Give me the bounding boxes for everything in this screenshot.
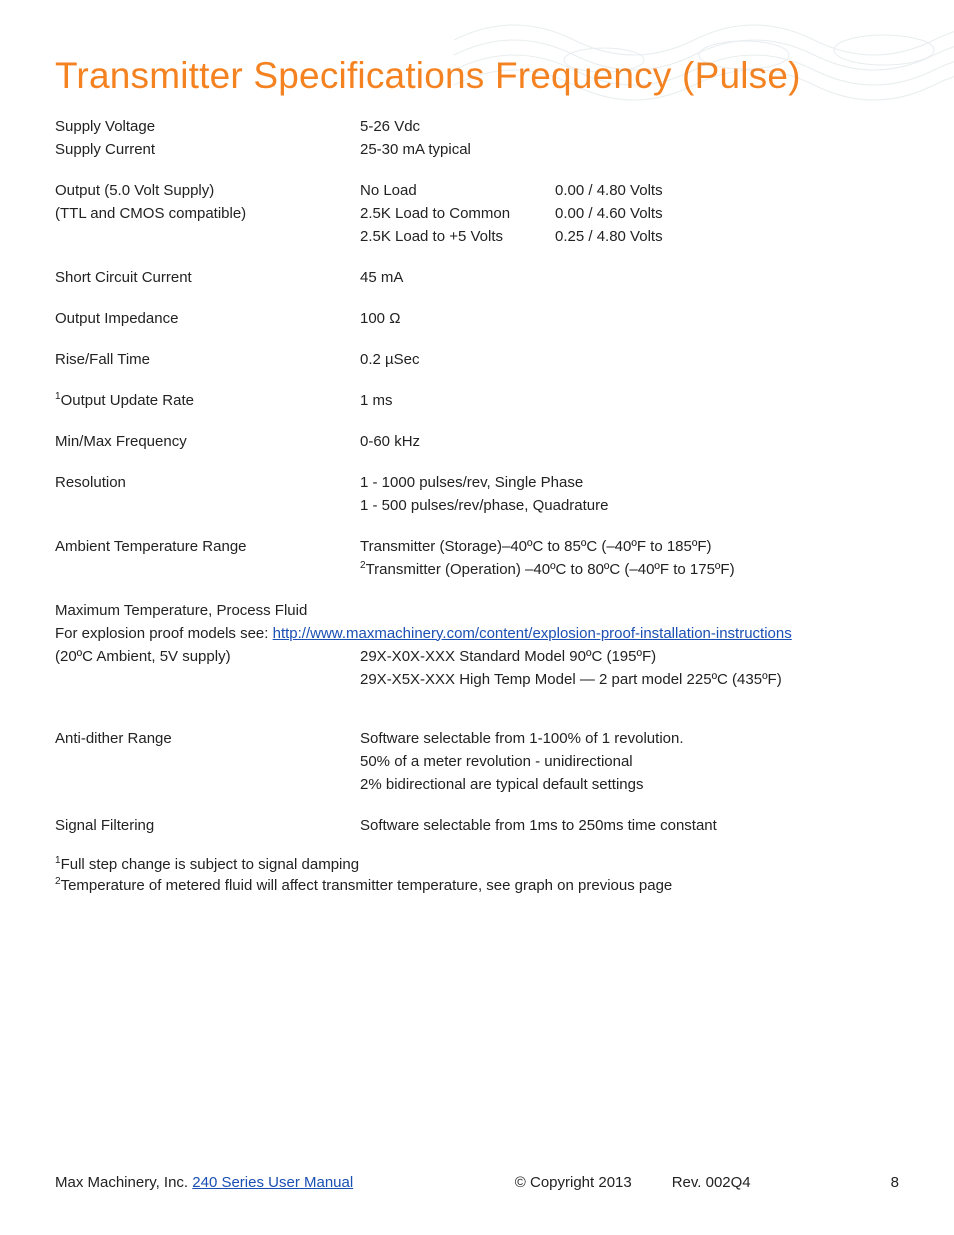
page-footer: Max Machinery, Inc. 240 Series User Manu… (55, 1172, 899, 1193)
spec-row: 1Output Update Rate 1 ms (55, 390, 899, 411)
spec-row: 29X-X5X-XXX High Temp Model — 2 part mod… (55, 669, 899, 690)
spec-value: 100 Ω (360, 308, 899, 329)
spec-row: Signal Filtering Software selectable fro… (55, 815, 899, 836)
spec-row: Rise/Fall Time 0.2 µSec (55, 349, 899, 370)
spec-value: 5-26 Vdc (360, 116, 899, 137)
spec-row: Output (5.0 Volt Supply) No Load 0.00 / … (55, 180, 899, 201)
spec-row: Short Circuit Current 45 mA (55, 267, 899, 288)
page-title: Transmitter Specifications Frequency (Pu… (55, 55, 899, 98)
spec-label: Min/Max Frequency (55, 431, 360, 452)
spec-label: 1Output Update Rate (55, 390, 360, 411)
spec-row: (TTL and CMOS compatible) 2.5K Load to C… (55, 203, 899, 224)
spec-label: Output (5.0 Volt Supply) (55, 180, 360, 201)
spec-value: 29X-X5X-XXX High Temp Model — 2 part mod… (360, 669, 899, 690)
spec-row: 50% of a meter revolution - unidirection… (55, 751, 899, 772)
spec-sublabel: (20ºC Ambient, 5V supply) (55, 646, 360, 667)
spec-condition: No Load (360, 180, 555, 201)
page: Transmitter Specifications Frequency (Pu… (0, 0, 954, 1235)
spec-value: 2% bidirectional are typical default set… (360, 774, 899, 795)
footer-revision: Rev. 002Q4 (672, 1172, 751, 1193)
spec-value: Software selectable from 1-100% of 1 rev… (360, 728, 899, 749)
spec-row: 2Transmitter (Operation) –40ºC to 80ºC (… (55, 559, 899, 580)
spec-label: Short Circuit Current (55, 267, 360, 288)
spec-row: Supply Current 25-30 mA typical (55, 139, 899, 160)
spec-row: 2% bidirectional are typical default set… (55, 774, 899, 795)
spec-condition: 2.5K Load to +5 Volts (360, 226, 555, 247)
footnote: 2Temperature of metered fluid will affec… (55, 875, 899, 896)
spec-sublabel: (TTL and CMOS compatible) (55, 203, 360, 224)
footer-copyright: © Copyright 2013 (515, 1172, 632, 1193)
company-name: Max Machinery, Inc. (55, 1174, 192, 1191)
spec-label: Signal Filtering (55, 815, 360, 836)
explosion-proof-link[interactable]: http://www.maxmachinery.com/content/expl… (273, 625, 792, 642)
footnotes: 1Full step change is subject to signal d… (55, 854, 899, 896)
spec-value: 29X-X0X-XXX Standard Model 90ºC (195ºF) (360, 646, 899, 667)
spec-label: Supply Voltage (55, 116, 360, 137)
spec-value: 2Transmitter (Operation) –40ºC to 80ºC (… (360, 559, 899, 580)
spec-value: 45 mA (360, 267, 899, 288)
spec-table: Supply Voltage 5-26 Vdc Supply Current 2… (55, 116, 899, 896)
spec-value: 0-60 kHz (360, 431, 899, 452)
spec-label: Maximum Temperature, Process Fluid (55, 600, 899, 621)
spec-label: Anti-dither Range (55, 728, 360, 749)
spec-value: 50% of a meter revolution - unidirection… (360, 751, 899, 772)
spec-row: 2.5K Load to +5 Volts 0.25 / 4.80 Volts (55, 226, 899, 247)
spec-value: Transmitter (Storage)–40ºC to 85ºC (–40º… (360, 536, 899, 557)
spec-label: Supply Current (55, 139, 360, 160)
spec-row: Resolution 1 - 1000 pulses/rev, Single P… (55, 472, 899, 493)
spec-value: 0.25 / 4.80 Volts (555, 226, 899, 247)
spec-row: For explosion proof models see: http://w… (55, 623, 899, 644)
spec-row: Maximum Temperature, Process Fluid (55, 600, 899, 621)
spec-label: Output Impedance (55, 308, 360, 329)
spec-value: 25-30 mA typical (360, 139, 899, 160)
footer-page-number: 8 (891, 1172, 899, 1193)
spec-value: Software selectable from 1ms to 250ms ti… (360, 815, 899, 836)
spec-row: (20ºC Ambient, 5V supply) 29X-X0X-XXX St… (55, 646, 899, 667)
footer-left: Max Machinery, Inc. 240 Series User Manu… (55, 1172, 515, 1193)
spec-row: Supply Voltage 5-26 Vdc (55, 116, 899, 137)
spec-value: 0.00 / 4.80 Volts (555, 180, 899, 201)
footnote: 1Full step change is subject to signal d… (55, 854, 899, 875)
spec-label: Ambient Temperature Range (55, 536, 360, 557)
spec-value: 1 - 500 pulses/rev/phase, Quadrature (360, 495, 899, 516)
spec-condition: 2.5K Load to Common (360, 203, 555, 224)
spec-label: Rise/Fall Time (55, 349, 360, 370)
spec-row: Anti-dither Range Software selectable fr… (55, 728, 899, 749)
spec-value: 1 - 1000 pulses/rev, Single Phase (360, 472, 899, 493)
spec-row: Ambient Temperature Range Transmitter (S… (55, 536, 899, 557)
spec-note: For explosion proof models see: http://w… (55, 623, 899, 644)
spec-value: 0.2 µSec (360, 349, 899, 370)
spec-label: Resolution (55, 472, 360, 493)
spec-row: 1 - 500 pulses/rev/phase, Quadrature (55, 495, 899, 516)
spec-value: 1 ms (360, 390, 899, 411)
spec-row: Min/Max Frequency 0-60 kHz (55, 431, 899, 452)
manual-link[interactable]: 240 Series User Manual (192, 1174, 353, 1191)
spec-value: 0.00 / 4.60 Volts (555, 203, 899, 224)
spec-row: Output Impedance 100 Ω (55, 308, 899, 329)
